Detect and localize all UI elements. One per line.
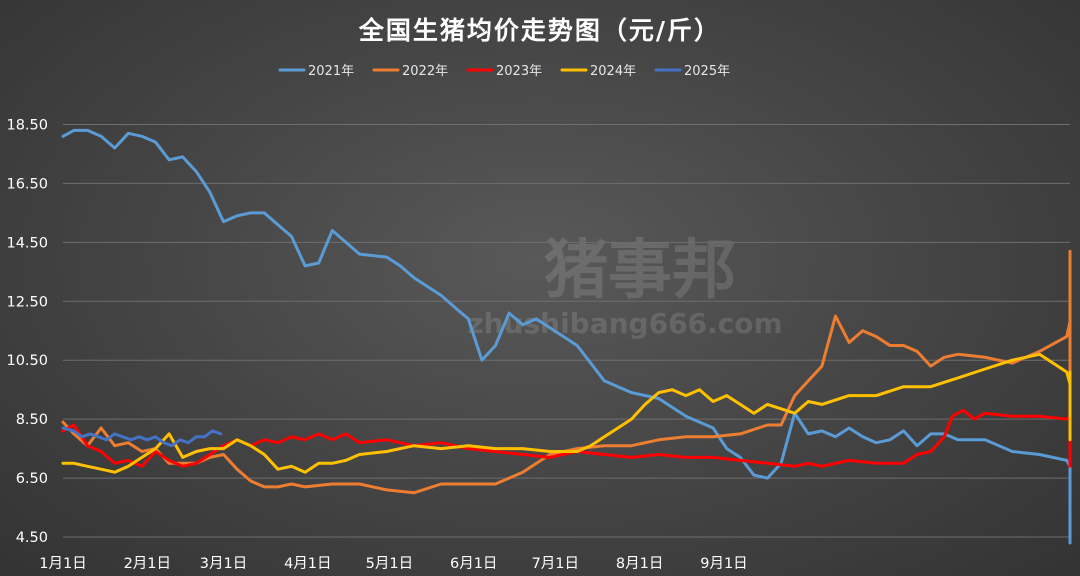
legend-label: 2021年 [308,64,354,79]
legend: 2021年 2022年 2023年 2024年 2025年 [278,64,730,79]
chart-title: 全国生猪均价走势图（元/斤） [358,16,721,45]
y-tick-label: 18.50 [6,117,48,133]
watermark-cn: 猪事邦 [544,234,736,308]
y-tick-label: 12.50 [6,294,48,310]
series-line [61,128,1072,545]
legend-label: 2023年 [496,64,542,79]
x-tick-label: 7月1日 [532,556,579,572]
x-tick-label: 3月1日 [200,556,247,572]
x-tick-label: 9月1日 [700,556,747,572]
legend-label: 2022年 [402,64,448,79]
x-tick-label: 5月1日 [366,556,413,572]
series-layer [61,128,1072,545]
series-line [61,249,1072,495]
series-line [61,426,223,448]
x-tick-label: 2月1日 [124,556,171,572]
x-tick-label: 4月1日 [284,556,331,572]
y-axis: 4.50 6.50 8.50 10.50 12.50 14.50 16.50 18.50 [6,117,48,546]
y-tick-label: 14.50 [6,235,48,251]
watermark-url: zhushibang666.com [467,307,782,340]
y-tick-label: 6.50 [16,471,48,487]
legend-label: 2024年 [590,64,636,79]
legend-label: 2025年 [684,64,730,79]
x-tick-label: 1月1日 [39,556,86,572]
x-axis: 1月1日 2月1日 3月1日 4月1日 5月1日 6月1日 7月1日 8月1日 9月1日 [39,556,747,572]
y-tick-label: 4.50 [16,530,48,546]
series-line [61,352,1072,474]
y-tick-label: 10.50 [6,353,48,369]
x-tick-label: 8月1日 [616,556,663,572]
x-tick-label: 6月1日 [450,556,497,572]
grid-layer [63,123,1070,538]
y-tick-label: 16.50 [6,176,48,192]
y-tick-label: 8.50 [16,412,48,428]
